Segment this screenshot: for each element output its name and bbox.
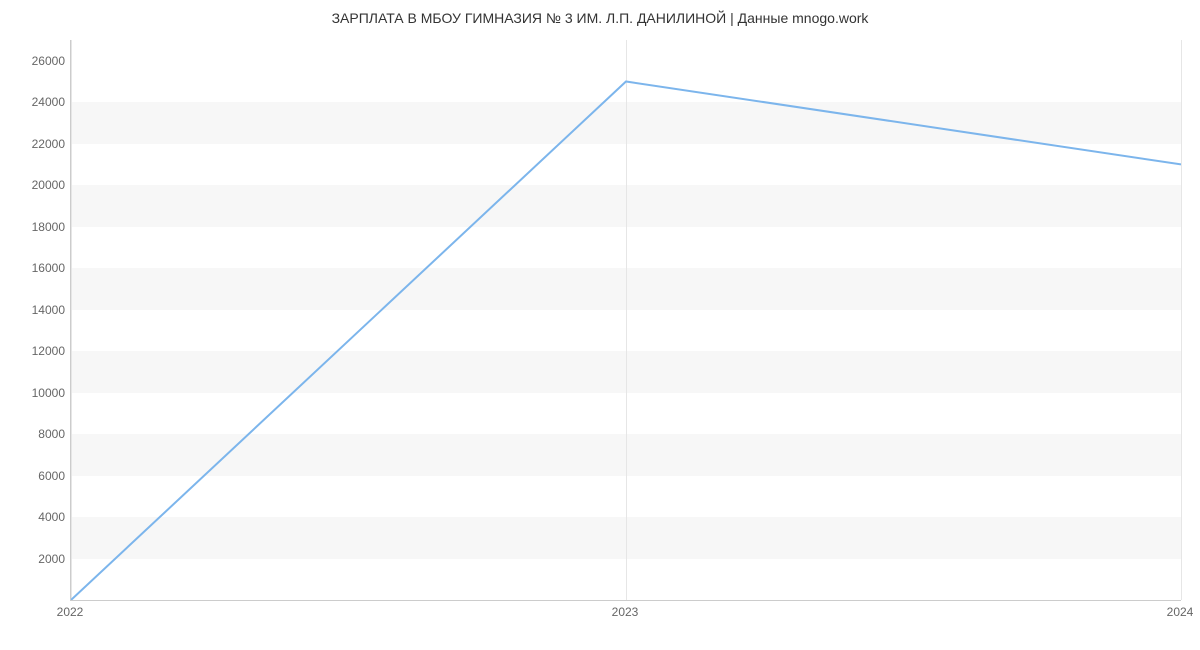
- y-tick-label: 20000: [5, 178, 65, 192]
- y-tick-label: 26000: [5, 54, 65, 68]
- x-tick-label: 2024: [1167, 605, 1194, 619]
- y-tick-label: 22000: [5, 137, 65, 151]
- x-tick-label: 2022: [57, 605, 84, 619]
- y-tick-label: 6000: [5, 469, 65, 483]
- salary-line-chart: ЗАРПЛАТА В МБОУ ГИМНАЗИЯ № 3 ИМ. Л.П. ДА…: [0, 0, 1200, 650]
- x-tick-label: 2023: [612, 605, 639, 619]
- plot-area: [70, 40, 1181, 601]
- y-tick-label: 4000: [5, 510, 65, 524]
- y-tick-label: 8000: [5, 427, 65, 441]
- y-tick-label: 24000: [5, 95, 65, 109]
- y-tick-label: 12000: [5, 344, 65, 358]
- y-tick-label: 2000: [5, 552, 65, 566]
- grid-line-vertical: [1181, 40, 1182, 600]
- chart-title: ЗАРПЛАТА В МБОУ ГИМНАЗИЯ № 3 ИМ. Л.П. ДА…: [0, 10, 1200, 26]
- grid-line-vertical: [626, 40, 627, 600]
- y-tick-label: 10000: [5, 386, 65, 400]
- grid-line-vertical: [71, 40, 72, 600]
- y-tick-label: 14000: [5, 303, 65, 317]
- y-tick-label: 16000: [5, 261, 65, 275]
- y-tick-label: 18000: [5, 220, 65, 234]
